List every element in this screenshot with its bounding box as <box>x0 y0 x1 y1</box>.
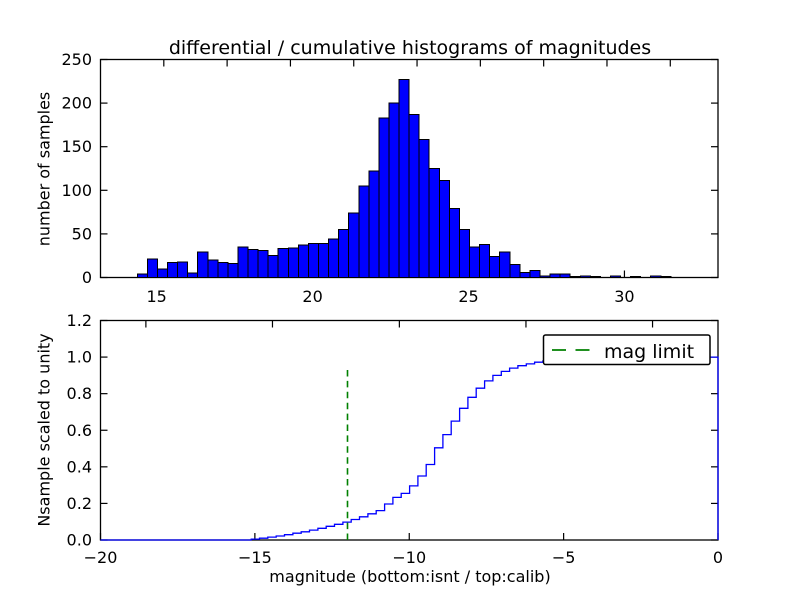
histogram-bar <box>579 275 591 279</box>
histogram-bar <box>529 270 541 278</box>
histogram-bar <box>418 139 430 278</box>
histogram-bar <box>469 246 481 278</box>
histogram-bar <box>458 229 471 278</box>
top-x-tick-label: 25 <box>458 287 478 306</box>
histogram-bar <box>358 185 370 278</box>
histogram-bar <box>257 249 269 279</box>
histogram-bar <box>519 271 531 279</box>
histogram-bar <box>156 268 169 278</box>
histogram-bar <box>589 276 601 278</box>
histogram-bar <box>438 180 450 278</box>
histogram-bar <box>328 238 340 279</box>
histogram-bar <box>609 275 622 279</box>
bottom-y-tick-label: 0.4 <box>67 457 92 476</box>
histogram-bar <box>489 256 501 278</box>
histogram-bar <box>187 272 199 279</box>
histogram-bar <box>428 168 440 278</box>
bottom-x-tick-label: −10 <box>392 548 426 567</box>
bottom-y-tick-label: 1.0 <box>67 348 92 367</box>
histogram-bar <box>348 212 360 278</box>
bottom-y-tick-label: 1.2 <box>67 311 92 330</box>
top-y-tick-label: 50 <box>72 224 92 243</box>
bottom-x-tick-label: −5 <box>552 548 576 567</box>
bottom-plot-frame: 0.0 0.2 0.4 0.6 0.8 1.0 1.2 −20 −15 −10 −5 0 <box>67 311 724 567</box>
histogram-bar <box>227 263 239 279</box>
histogram-bar <box>549 273 561 278</box>
histogram-bar <box>509 263 521 279</box>
bottom-x-tick-label: −20 <box>84 548 118 567</box>
histogram-bar <box>277 248 289 278</box>
top-x-tick-label: 30 <box>614 287 634 306</box>
histogram-bar <box>398 79 410 278</box>
top-y-tick-label: 200 <box>61 94 92 113</box>
histogram-bar <box>307 242 320 279</box>
bottom-y-tick-label: 0.2 <box>67 494 92 513</box>
histogram-bar <box>267 255 279 278</box>
top-x-tick-label: 15 <box>146 287 166 306</box>
histogram-bar <box>630 276 642 278</box>
top-y-tick-label: 250 <box>61 50 92 69</box>
bottom-x-tick-label: −15 <box>238 548 272 567</box>
histogram-bar <box>207 259 219 278</box>
legend <box>542 334 711 366</box>
histogram-bar <box>569 276 581 278</box>
histogram-bar <box>217 262 229 278</box>
top-y-tick-label: 100 <box>61 181 92 200</box>
histogram-bar <box>318 242 330 279</box>
bottom-y-tick-label: 0.6 <box>67 421 92 440</box>
histogram-bar <box>177 261 189 278</box>
differential-histogram-bars <box>136 79 672 279</box>
histogram-bar <box>297 244 309 278</box>
histogram-bar <box>247 249 259 278</box>
legend-label: mag limit <box>604 341 695 363</box>
histogram-bar <box>338 229 350 278</box>
histogram-bar <box>287 247 299 279</box>
histogram-bar <box>559 273 571 278</box>
histogram-bar <box>167 262 179 278</box>
top-plot-ylabel: number of samples <box>34 91 54 247</box>
histogram-bar <box>448 208 460 278</box>
histogram-bar <box>650 275 662 279</box>
histogram-bar <box>408 113 420 278</box>
bottom-plot-xlabel: magnitude (bottom:isnt / top:calib) <box>269 567 551 586</box>
bottom-y-tick-label: 0.0 <box>67 531 92 550</box>
histogram-bar <box>136 273 148 278</box>
bottom-plot-ylabel: Nsample scaled to unity <box>34 333 54 527</box>
histogram-bar <box>539 275 551 279</box>
histogram-bar <box>660 276 672 278</box>
top-y-tick-label: 0 <box>82 268 92 287</box>
histogram-bar <box>197 251 209 279</box>
top-x-tick-label: 20 <box>302 287 322 306</box>
cumulative-curve <box>100 356 719 541</box>
figure-title: differential / cumulative histograms of … <box>168 37 652 59</box>
histogram-bar <box>378 117 390 279</box>
histogram-bar <box>499 251 511 279</box>
legend-box <box>542 334 711 366</box>
top-y-tick-label: 150 <box>61 137 92 156</box>
histogram-bar <box>368 170 380 278</box>
bottom-y-tick-label: 0.8 <box>67 384 92 403</box>
histogram-bar <box>479 243 491 278</box>
bottom-x-tick-label: 0 <box>713 548 723 567</box>
histogram-bar <box>237 246 249 278</box>
histogram-bar <box>146 258 158 278</box>
histogram-bar <box>388 102 400 278</box>
